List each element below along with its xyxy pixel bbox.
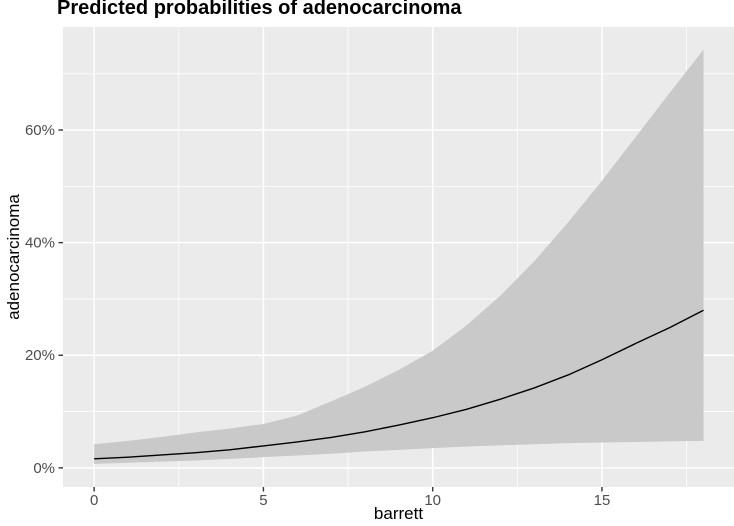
y-axis-title: adenocarcinoma [4, 194, 23, 320]
chart-title: Predicted probabilities of adenocarcinom… [57, 0, 462, 19]
x-tick-label: 0 [90, 492, 98, 509]
y-tick-label: 60% [25, 122, 55, 139]
x-tick-label: 10 [424, 492, 441, 509]
y-tick-label: 40% [25, 235, 55, 252]
x-tick-label: 5 [259, 492, 267, 509]
confidence-ribbon [94, 49, 704, 464]
y-tick-label: 20% [25, 347, 55, 364]
x-axis-title: barrett [373, 504, 424, 523]
y-tick-label: 0% [33, 460, 55, 477]
fit-line [94, 309, 704, 460]
x-tick-label: 15 [594, 492, 611, 509]
